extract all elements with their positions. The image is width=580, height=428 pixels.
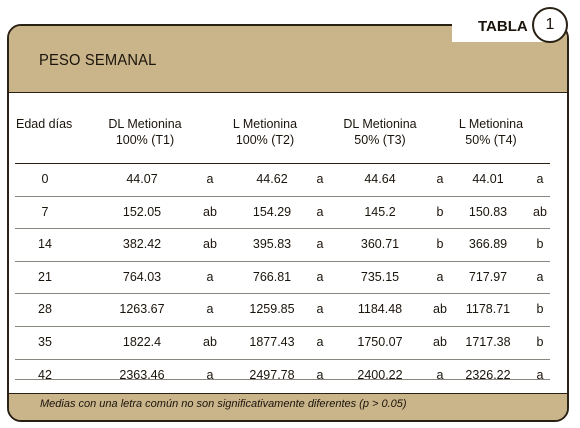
significance-letter: a [436, 269, 444, 284]
significance-letter: a [536, 367, 544, 382]
significance-letter: a [316, 302, 324, 317]
weight-cell: 150.83 [468, 204, 508, 219]
age-cell: 42 [38, 367, 52, 382]
significance-letter: a [206, 302, 214, 317]
significance-letter: ab [203, 335, 217, 349]
weight-cell: 152.05 [122, 204, 162, 219]
significance-letter: a [536, 172, 544, 186]
significance-letter: b [536, 237, 544, 252]
weight-cell: 395.83 [252, 237, 292, 252]
significance-letter: a [536, 269, 544, 284]
column-header: L Metionina 100% (T2) [232, 117, 298, 147]
weight-cell: 1259.85 [249, 302, 295, 317]
age-cell: 35 [38, 335, 52, 349]
weight-cell: 1717.38 [465, 335, 511, 349]
age-cell: 7 [41, 204, 49, 219]
table-card: PESO SEMANAL [7, 24, 569, 422]
column-header: L Metionina 50% (T4) [458, 117, 524, 147]
weight-cell: 366.89 [468, 237, 508, 252]
tag-label: TABLA [478, 18, 528, 35]
weight-cell: 154.29 [252, 204, 292, 219]
weight-cell: 382.42 [122, 237, 162, 252]
significance-letter: a [316, 269, 324, 284]
significance-letter: a [316, 204, 324, 219]
table-title: PESO SEMANAL [39, 52, 157, 69]
weight-cell: 1750.07 [357, 335, 403, 349]
weight-cell: 2363.46 [119, 367, 165, 382]
table-row: 7 152.05 ab 154.29 a 145.2 b 150.83 ab [15, 195, 550, 229]
weight-cell: 44.64 [364, 172, 396, 186]
column-header: DL Metionina 100% (T1) [108, 117, 182, 147]
column-header: Edad días [16, 117, 73, 131]
table-row: 28 1263.67 a 1259.85 a 1184.48 ab 1178.71 b [15, 293, 550, 326]
table-number-badge: 1 [532, 7, 568, 43]
significance-letter: a [316, 172, 324, 186]
significance-letter: b [436, 204, 444, 219]
weight-cell: 44.62 [256, 172, 288, 186]
weight-cell: 766.81 [252, 269, 292, 284]
weight-cell: 44.01 [472, 172, 504, 186]
weight-cell: 1178.71 [465, 302, 511, 317]
table-row: 14 382.42 ab 395.83 a 360.71 b 366.89 b [15, 228, 550, 261]
significance-letter: a [316, 237, 324, 252]
age-cell: 0 [41, 172, 49, 186]
footnote: Medias con una letra común no son signif… [40, 398, 407, 410]
weight-cell: 735.15 [360, 269, 400, 284]
weight-cell: 360.71 [360, 237, 400, 252]
significance-letter: ab [433, 335, 447, 349]
weight-cell: 2497.78 [249, 367, 295, 382]
significance-letter: a [436, 172, 444, 186]
card-footer [9, 393, 567, 420]
weight-cell: 44.07 [126, 172, 158, 186]
age-cell: 21 [38, 269, 52, 284]
weight-cell: 1822.4 [122, 335, 162, 349]
weight-cell: 717.97 [468, 269, 508, 284]
weight-cell: 764.03 [122, 269, 162, 284]
significance-letter: b [536, 302, 544, 317]
significance-letter: ab [203, 237, 217, 252]
significance-letter: a [316, 335, 324, 349]
significance-letter: a [316, 367, 324, 382]
significance-letter: ab [433, 302, 447, 317]
significance-letter: ab [533, 204, 547, 219]
weight-cell: 1184.48 [357, 302, 403, 317]
weight-cell: 2400.22 [357, 367, 403, 382]
weight-cell: 145.2 [364, 204, 396, 219]
significance-letter: b [536, 335, 544, 349]
table-row: 42 2363.46 a 2497.78 a 2400.22 a 2326.22 a [15, 358, 550, 392]
significance-letter: ab [203, 204, 217, 219]
significance-letter: a [206, 172, 214, 186]
table-bottom-rule [15, 379, 550, 380]
weight-cell: 1877.43 [249, 335, 295, 349]
significance-letter: b [436, 237, 444, 252]
weight-cell: 1263.67 [119, 302, 165, 317]
weight-cell: 2326.22 [465, 367, 511, 382]
table-row: 35 1822.4 ab 1877.43 a 1750.07 ab 1717.38 b [15, 326, 550, 359]
significance-letter: a [206, 269, 214, 284]
table-row: 0 44.07 a 44.62 a 44.64 a 44.01 a [15, 163, 550, 196]
table-row: 21 764.03 a 766.81 a 735.15 a 717.97 a [15, 260, 550, 294]
significance-letter: a [206, 367, 214, 382]
age-cell: 28 [38, 302, 52, 317]
significance-letter: a [436, 367, 444, 382]
column-header: DL Metionina 50% (T3) [343, 117, 417, 147]
age-cell: 14 [38, 237, 52, 252]
